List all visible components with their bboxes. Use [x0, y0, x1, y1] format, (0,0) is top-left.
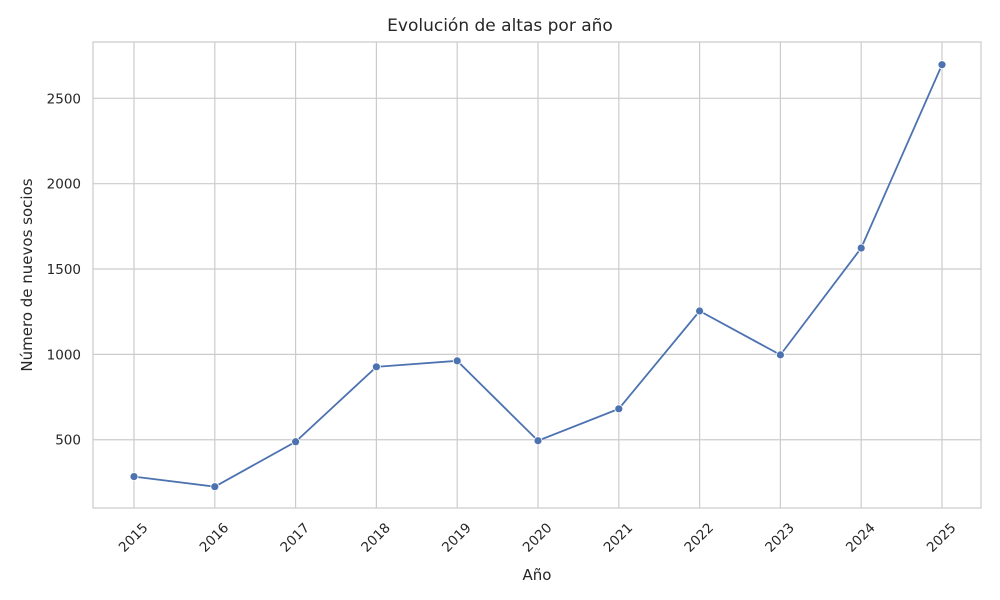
data-point-marker — [533, 436, 543, 446]
x-tick-label: 2015 — [116, 520, 152, 556]
x-tick-label: 2020 — [520, 520, 556, 556]
y-axis-label: Número de nuevos socios — [18, 178, 36, 371]
y-axis-ticks: 500 1000 1500 2000 2500 — [47, 91, 81, 448]
x-tick-label: 2024 — [843, 520, 879, 556]
y-tick-label: 1000 — [47, 347, 81, 363]
data-point-marker — [210, 482, 220, 492]
x-tick-label: 2022 — [681, 520, 717, 556]
y-tick-label: 2000 — [47, 177, 81, 193]
x-tick-label: 2019 — [439, 520, 475, 556]
data-point-marker — [452, 356, 462, 366]
x-tick-label: 2017 — [277, 520, 313, 556]
data-point-marker — [291, 437, 301, 447]
data-markers — [129, 60, 947, 492]
data-point-marker — [371, 362, 381, 372]
y-tick-label: 1500 — [47, 262, 81, 278]
grid-lines — [93, 42, 981, 508]
x-axis-ticks: 2015 2016 2017 2018 2019 2020 2021 2022 2023 2024… — [116, 520, 960, 556]
data-point-marker — [695, 306, 704, 316]
x-tick-label: 2025 — [924, 520, 960, 556]
data-point-marker — [856, 243, 866, 253]
data-point-marker — [937, 60, 947, 70]
y-tick-label: 500 — [55, 433, 81, 449]
x-tick-label: 2021 — [601, 520, 637, 556]
data-point-marker — [776, 350, 785, 360]
plot-frame — [92, 41, 982, 509]
chart-title: Evolución de altas por año — [387, 16, 613, 36]
x-tick-label: 2018 — [358, 520, 394, 556]
x-axis-label: Año — [523, 566, 552, 584]
x-tick-label: 2016 — [197, 520, 233, 556]
data-point-marker — [614, 404, 624, 414]
y-tick-label: 2500 — [47, 91, 81, 107]
data-point-marker — [129, 472, 139, 481]
x-tick-label: 2023 — [762, 520, 798, 556]
